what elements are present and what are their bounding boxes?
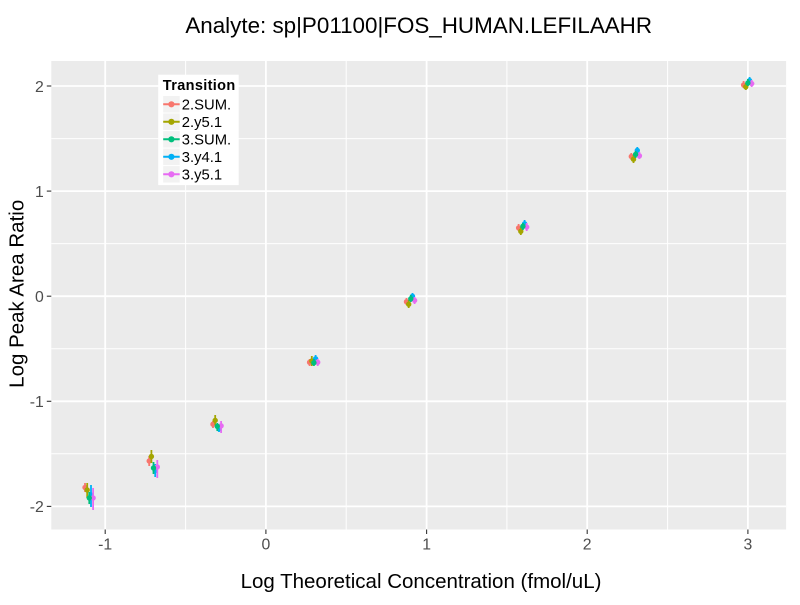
svg-text:3: 3 xyxy=(744,537,753,554)
svg-text:-1: -1 xyxy=(98,537,112,554)
svg-text:Log Theoretical Concentration: Log Theoretical Concentration (fmol/uL) xyxy=(241,570,602,593)
svg-text:3.y4.1: 3.y4.1 xyxy=(182,150,222,166)
svg-text:3.y5.1: 3.y5.1 xyxy=(182,167,222,183)
svg-text:1: 1 xyxy=(422,537,431,554)
svg-text:Transition: Transition xyxy=(163,78,236,94)
svg-text:-1: -1 xyxy=(30,394,44,411)
svg-text:-2: -2 xyxy=(30,499,44,516)
svg-text:0: 0 xyxy=(262,537,271,554)
svg-text:2: 2 xyxy=(35,79,44,96)
svg-text:2.SUM.: 2.SUM. xyxy=(182,97,231,113)
svg-text:0: 0 xyxy=(35,289,44,306)
svg-text:Analyte: sp|P01100|FOS_HUMAN.L: Analyte: sp|P01100|FOS_HUMAN.LEFILAAHR xyxy=(185,13,652,38)
svg-text:1: 1 xyxy=(35,184,44,201)
svg-text:Log Peak Area Ratio: Log Peak Area Ratio xyxy=(6,200,29,388)
svg-text:2.y5.1: 2.y5.1 xyxy=(182,115,222,131)
svg-text:2: 2 xyxy=(583,537,592,554)
svg-text:3.SUM.: 3.SUM. xyxy=(182,132,231,148)
